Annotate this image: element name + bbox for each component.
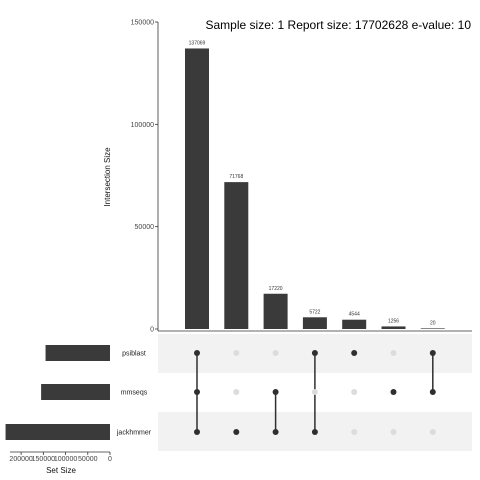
- intersection-bars: 137069 71768 17220 5722 4544 1256 20: [185, 40, 445, 329]
- set-name-label: jackhmmer: [116, 430, 152, 437]
- chart-annotation: Sample size: 1 Report size: 17702628 e-v…: [206, 18, 472, 32]
- matrix-dot-inactive: [272, 350, 279, 356]
- set-name-label: mmseqs: [121, 390, 148, 397]
- intersection-bar: [420, 328, 445, 329]
- matrix-dot-active: [311, 350, 318, 356]
- matrix-dot-inactive: [233, 350, 240, 356]
- matrix-dot-active: [390, 389, 397, 395]
- y-tick-label: 0: [150, 327, 154, 334]
- matrix-dot-inactive: [233, 389, 240, 395]
- y-tick-label: 150000: [131, 20, 154, 27]
- bar-value-label: 17220: [269, 286, 283, 292]
- intersection-bar: [302, 317, 327, 329]
- set-tick-label: 50000: [78, 456, 98, 463]
- y-tick-label: 100000: [131, 122, 154, 129]
- intersection-bar: [263, 293, 288, 329]
- set-tick-label: 150000: [32, 456, 55, 463]
- y-tick-label: 50000: [135, 224, 155, 231]
- bar-value-label: 137069: [189, 40, 206, 46]
- matrix-dot-inactive: [351, 429, 358, 435]
- y-axis-title: Intersection Size: [103, 147, 112, 207]
- matrix-dot-inactive: [390, 429, 397, 435]
- set-tick-label: 0: [108, 456, 112, 463]
- intersection-matrix: [194, 350, 436, 435]
- matrix-dot-active: [429, 350, 436, 356]
- set-size-title: Set Size: [46, 466, 76, 475]
- set-size-bars: [5, 345, 110, 440]
- set-name-label: psiblast: [122, 351, 146, 358]
- bar-value-label: 4544: [349, 312, 360, 318]
- bar-value-label: 1256: [388, 318, 399, 324]
- intersection-bar: [342, 319, 367, 329]
- matrix-dot-active: [194, 429, 200, 435]
- bar-value-label: 5722: [309, 309, 320, 315]
- matrix-dot-active: [194, 389, 200, 395]
- matrix-dot-active: [194, 350, 200, 356]
- intersection-bar: [224, 182, 249, 329]
- set-size-bar: [41, 384, 110, 400]
- set-tick-label: 100000: [54, 456, 77, 463]
- bar-value-label: 71768: [229, 174, 243, 180]
- matrix-dot-active: [429, 389, 436, 395]
- matrix-dot-active: [272, 429, 279, 435]
- matrix-dot-inactive: [429, 429, 436, 435]
- intersection-bar: [381, 326, 406, 329]
- set-size-bar: [45, 345, 110, 361]
- matrix-dot-active: [311, 429, 318, 435]
- matrix-dot-active: [272, 389, 279, 395]
- matrix-dot-inactive: [351, 389, 358, 395]
- matrix-dot-active: [233, 429, 240, 435]
- set-tick-label: 200000: [9, 456, 32, 463]
- bar-value-label: 20: [430, 320, 436, 326]
- matrix-dot-active: [351, 350, 358, 356]
- intersection-size-axis: 0 50000 100000 150000: [131, 20, 472, 334]
- matrix-dot-inactive: [390, 350, 397, 356]
- set-size-bar: [5, 424, 110, 440]
- intersection-bar: [185, 48, 209, 329]
- matrix-dot-inactive: [311, 389, 318, 395]
- set-names: psiblast mmseqs jackhmmer: [116, 351, 152, 437]
